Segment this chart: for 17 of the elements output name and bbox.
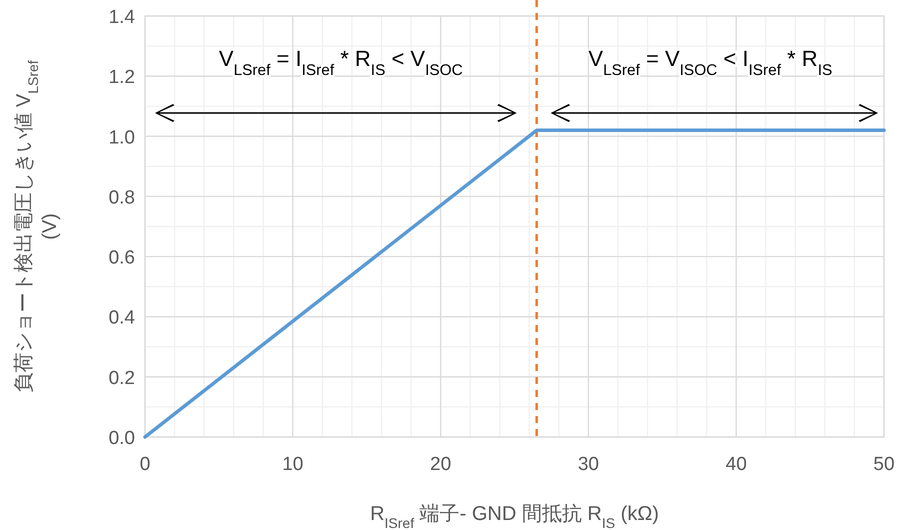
x-tick-label: 40 — [726, 454, 747, 475]
x-tick-label: 30 — [578, 454, 599, 475]
annotation: V$_{LSref}$ = V$_{ISOC}$ < I$_{ISref}$ * R$_{IS}$ — [588, 46, 832, 78]
y-tick-label: 0.4 — [108, 308, 136, 329]
y-tick-label: 0.0 — [108, 428, 135, 449]
y-tick-label: 1.2 — [108, 67, 135, 88]
y-tick-label: 1.4 — [108, 7, 136, 28]
x-tick-label: 10 — [282, 454, 304, 475]
x-tick-label: 20 — [430, 454, 452, 475]
annotation: V$_{LSref}$ = I$_{ISref}$ * R$_{IS}$ < V$_{ISOC}$ — [218, 46, 463, 78]
x-tick-label: 0 — [140, 454, 150, 475]
x-axis-title: R$_{ISref}$ 端子- GND 間抵抗 R$_{IS}$ (kΩ) — [370, 503, 659, 530]
x-tick-label: 50 — [873, 454, 895, 475]
y-tick-label: 0.2 — [108, 368, 135, 389]
y-tick-label: 0.8 — [108, 187, 135, 208]
y-tick-label: 1.0 — [108, 127, 135, 148]
y-tick-label: 0.6 — [108, 248, 135, 269]
